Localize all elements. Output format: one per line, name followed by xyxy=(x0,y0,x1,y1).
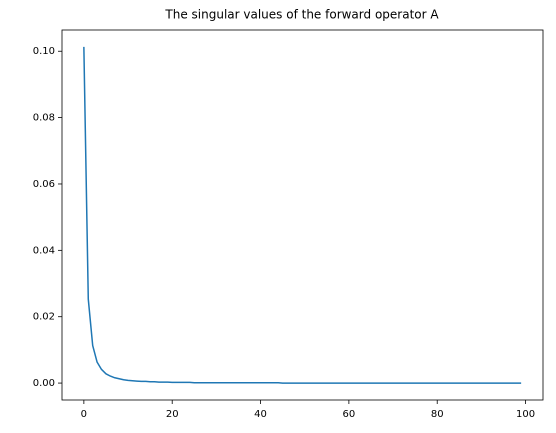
x-tick-label: 60 xyxy=(343,409,356,420)
chart-title: The singular values of the forward opera… xyxy=(164,8,439,22)
line xyxy=(83,46,522,384)
axes-frame xyxy=(61,29,544,401)
y-tick-label: 0.08 xyxy=(33,113,55,124)
y-tick-label: 0.04 xyxy=(33,245,55,256)
y-tick-label: 0.00 xyxy=(33,378,55,389)
x-tick-label: 20 xyxy=(166,409,179,420)
x-tick-label: 80 xyxy=(431,409,444,420)
x-tick-label: 100 xyxy=(516,409,535,420)
x-tick-label: 40 xyxy=(254,409,267,420)
y-tick-label: 0.10 xyxy=(33,46,55,57)
x-tick-label: 0 xyxy=(81,409,87,420)
y-tick-label: 0.02 xyxy=(33,312,55,323)
y-tick-label: 0.06 xyxy=(33,179,55,190)
